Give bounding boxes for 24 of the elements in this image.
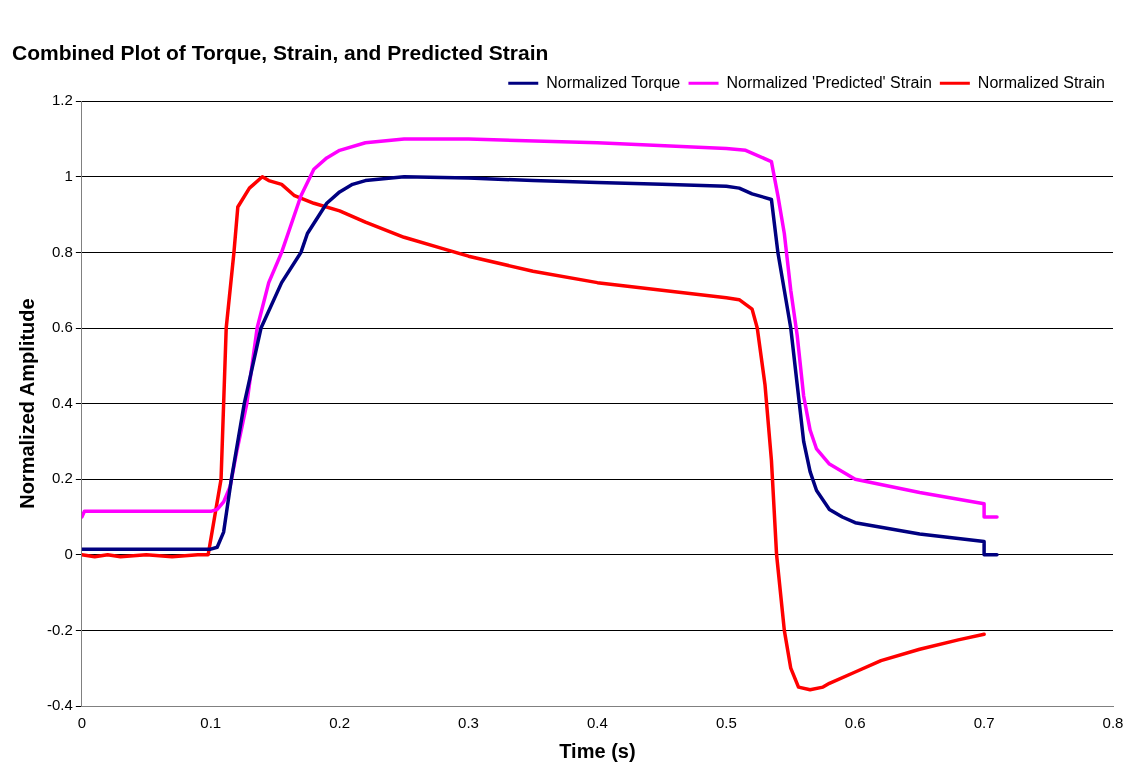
x-tick-label: 0: [77, 714, 87, 732]
y-tick-label: 1.2: [51, 91, 73, 109]
x-tick-label: 0.8: [1102, 714, 1124, 732]
y-tick-label: 0.4: [51, 393, 73, 411]
legend-label: Normalized 'Predicted' Strain: [726, 73, 932, 91]
legend-label: Normalized Strain: [977, 73, 1105, 91]
y-tick-label: -0.2: [46, 620, 73, 638]
x-tick-label: 0.2: [329, 714, 351, 732]
y-tick-label: 0.8: [51, 242, 73, 260]
y-tick-label: 0.2: [51, 469, 73, 487]
y-tick-label: 1: [64, 166, 73, 184]
chart-title: Combined Plot of Torque, Strain, and Predicted Strain: [12, 41, 549, 65]
y-axis-title: Normalized Amplitude: [15, 298, 38, 509]
y-tick-label: -0.4: [46, 696, 73, 714]
x-axis-title: Time (s): [559, 739, 636, 762]
legend-label: Normalized Torque: [546, 73, 681, 91]
x-tick-label: 0.6: [844, 714, 866, 732]
x-tick-label: 0.7: [973, 714, 995, 732]
x-tick-label: 0.3: [458, 714, 479, 732]
y-tick-label: 0: [64, 544, 73, 562]
x-tick-label: 0.5: [715, 714, 737, 732]
x-tick-label: 0.4: [586, 714, 608, 732]
x-tick-label: 0.1: [200, 714, 222, 732]
y-tick-label: 0.6: [51, 318, 73, 336]
